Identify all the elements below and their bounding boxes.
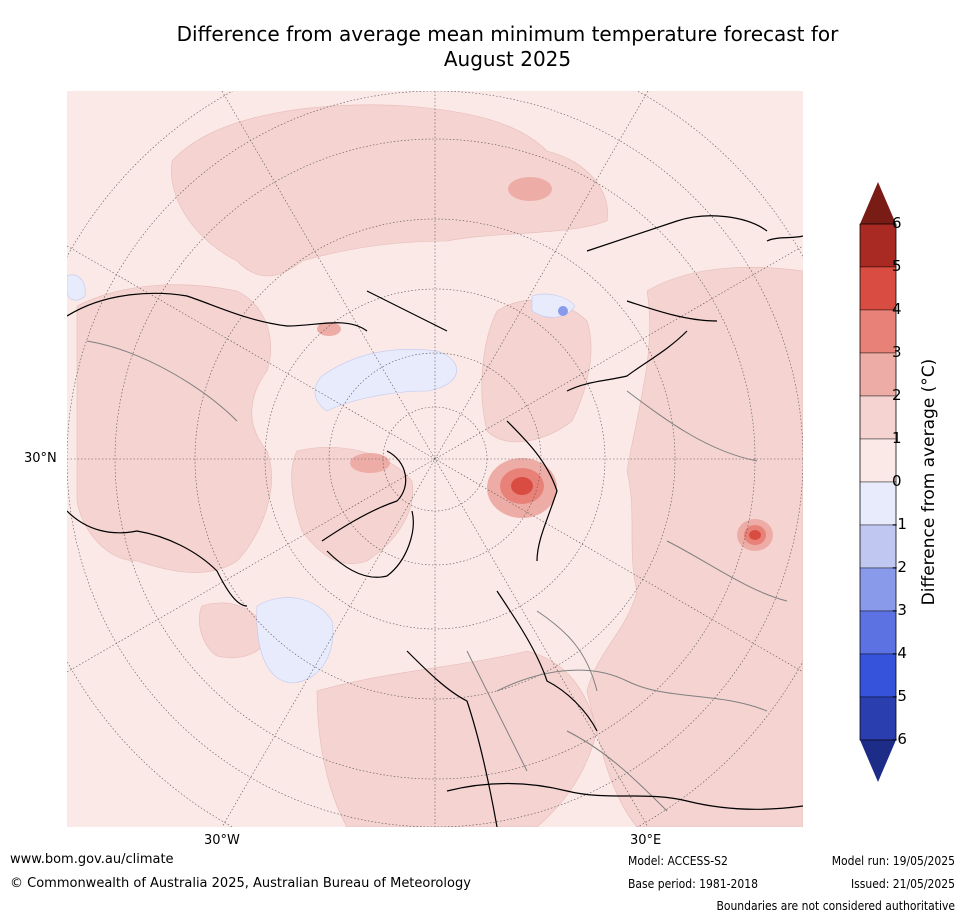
colorbar-tick-label: 0 (892, 472, 902, 490)
colorbar-over-arrow (860, 182, 896, 224)
title-line-1: Difference from average mean minimum tem… (176, 22, 839, 46)
cold-anomaly-core (558, 306, 568, 316)
title-line-2: August 2025 (443, 47, 572, 71)
colorbar-band (859, 309, 897, 354)
colorbar-band (859, 610, 897, 655)
disclaimer-text: Boundaries are not considered authoritat… (716, 899, 955, 913)
colorbar-tick-label: 4 (892, 300, 902, 318)
colorbar (858, 182, 898, 782)
colorbar-tick-label: -6 (892, 730, 907, 748)
colorbar-tick-label: -1 (892, 515, 907, 533)
colorbar-tick-label: 1 (892, 429, 902, 447)
forecast-map[interactable] (67, 91, 803, 827)
model-text: Model: ACCESS-S2 (628, 854, 728, 868)
website-link[interactable]: www.bom.gov.au/climate (10, 852, 174, 867)
colorbar-band (859, 653, 897, 698)
issued-text: Issued: 21/05/2025 (850, 877, 955, 891)
colorbar-tick-label: -2 (892, 558, 907, 576)
colorbar-tick-label: 6 (892, 214, 902, 232)
colorbar-tick-label: -5 (892, 687, 907, 705)
colorbar-band (859, 481, 897, 526)
colorbar-band (859, 395, 897, 440)
map-svg (67, 91, 803, 827)
lon-label-30e: 30°E (630, 833, 662, 848)
colorbar-tick-label: 5 (892, 257, 902, 275)
model-run-text: Model run: 19/05/2025 (831, 854, 955, 868)
lat-label-30n: 30°N (24, 451, 57, 466)
colorbar-band (859, 352, 897, 397)
colorbar-under-arrow (860, 740, 896, 782)
colorbar-title: Difference from average (°C) (919, 358, 939, 606)
colorbar-band (859, 223, 897, 268)
anomaly-hotspots (317, 177, 773, 551)
colorbar-outline (859, 223, 897, 741)
lon-label-30w: 30°W (204, 833, 240, 848)
base-period-text: Base period: 1981-2018 (628, 877, 759, 891)
colorbar-bands (859, 223, 897, 741)
anomaly-cold-regions (67, 274, 576, 684)
colorbar-band (859, 438, 897, 483)
colorbar-tick-label: -4 (892, 644, 907, 662)
country-boundaries (86, 340, 788, 812)
colorbar-tick-label: 2 (892, 386, 902, 404)
colorbar-band (859, 266, 897, 311)
colorbar-band (859, 524, 897, 569)
colorbar-band (859, 567, 897, 612)
coastlines (67, 215, 803, 827)
copyright-text: © Commonwealth of Australia 2025, Austra… (10, 876, 471, 891)
colorbar-svg (859, 182, 897, 782)
chart-title: Difference from average mean minimum tem… (60, 22, 955, 72)
colorbar-tick-label: 3 (892, 343, 902, 361)
colorbar-tick-label: -3 (892, 601, 907, 619)
colorbar-band (859, 696, 897, 741)
